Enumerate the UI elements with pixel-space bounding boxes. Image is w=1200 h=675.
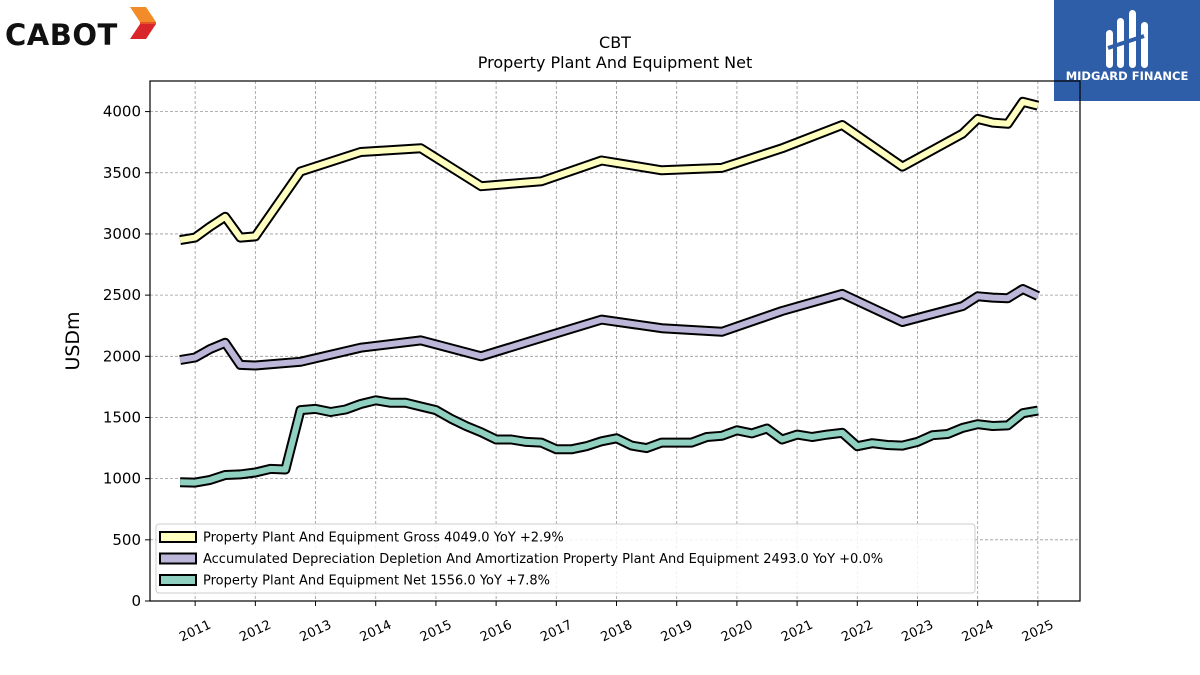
cabot-logo: CABOT xyxy=(4,4,164,52)
chart-subtitle: Property Plant And Equipment Net xyxy=(478,53,753,72)
legend-entry-2: Property Plant And Equipment Net 1556.0 … xyxy=(203,574,550,589)
cabot-flame-icon xyxy=(130,7,156,39)
midgard-emblem-icon xyxy=(1106,10,1148,68)
cabot-logo-text: CABOT xyxy=(5,18,118,52)
y-tick-label: 1500 xyxy=(103,408,141,426)
legend-swatch-2 xyxy=(159,574,197,586)
legend-swatch-1 xyxy=(159,552,197,565)
x-tick-label: 2021 xyxy=(779,618,815,646)
y-tick-label: 4000 xyxy=(103,103,141,121)
y-axis-label: USDm xyxy=(62,311,84,370)
x-tick-label: 2020 xyxy=(719,618,755,646)
series-lines xyxy=(179,96,1041,488)
y-axis-ticks: 0 500 1000 1500 2000 2500 3000 3500 4000 xyxy=(103,103,150,610)
series-line-1 xyxy=(179,286,1040,369)
plot-frame xyxy=(149,80,1081,602)
x-tick-label: 2023 xyxy=(900,618,936,646)
x-tick-label: 2013 xyxy=(298,618,334,646)
legend: Property Plant And Equipment Gross 4049.… xyxy=(155,523,976,594)
x-tick-label: 2018 xyxy=(599,618,635,646)
series-line-0 xyxy=(179,98,1039,244)
series-line-2 xyxy=(180,397,1039,486)
x-tick-label: 2016 xyxy=(478,618,514,646)
midgard-finance-logo: MIDGARD FINANCE xyxy=(1054,0,1200,101)
y-tick-label: 0 xyxy=(131,592,141,610)
x-tick-label: 2012 xyxy=(237,618,273,646)
x-axis-ticks: 2011 2012 2013 2014 2015 2016 2017 2018 2019 2020… xyxy=(177,601,1056,645)
x-tick-label: 2022 xyxy=(839,618,875,646)
x-tick-label: 2017 xyxy=(538,618,574,646)
legend-entry-0: Property Plant And Equipment Gross 4049.… xyxy=(203,531,564,546)
y-tick-label: 3500 xyxy=(103,164,141,182)
x-tick-label: 2019 xyxy=(659,618,695,646)
series-outline-1 xyxy=(179,284,1041,371)
x-tick-label: 2014 xyxy=(358,618,394,646)
chart-title: CBT xyxy=(599,33,631,52)
y-tick-label: 1000 xyxy=(103,470,141,488)
x-tick-label: 2011 xyxy=(177,618,213,646)
y-tick-label: 500 xyxy=(112,531,141,549)
x-tick-label: 2015 xyxy=(418,618,454,646)
legend-swatch-0 xyxy=(159,531,197,543)
x-tick-label: 2025 xyxy=(1020,618,1056,646)
y-tick-label: 2000 xyxy=(103,347,141,365)
midgard-logo-text: MIDGARD FINANCE xyxy=(1065,69,1189,83)
y-tick-label: 2500 xyxy=(103,286,141,304)
y-tick-label: 3000 xyxy=(103,225,141,243)
x-tick-label: 2024 xyxy=(960,618,996,646)
legend-box xyxy=(155,523,976,594)
legend-entry-1: Accumulated Depreciation Depletion And A… xyxy=(203,552,883,567)
